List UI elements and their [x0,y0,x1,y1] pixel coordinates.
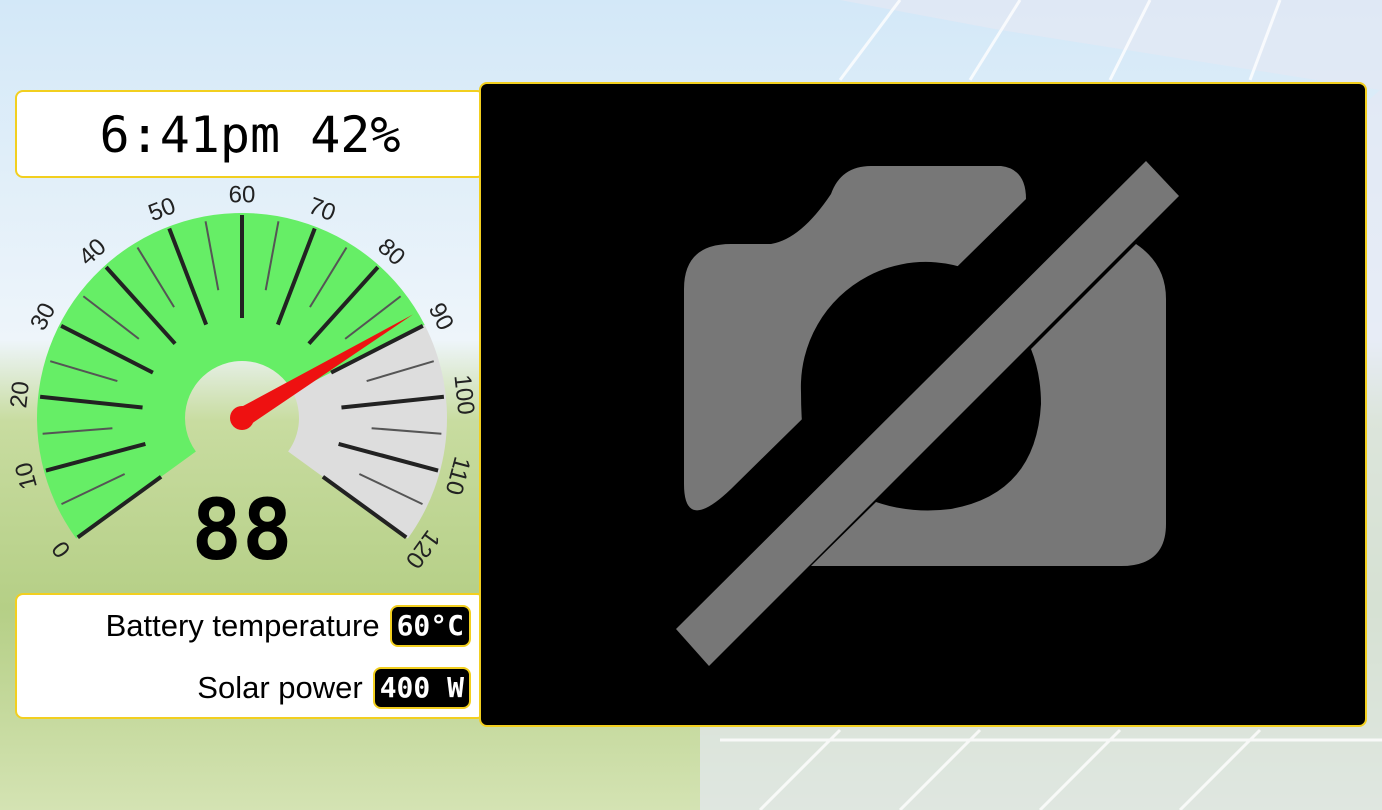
major-tick [321,475,408,539]
status-box: 6:41pm 42% [15,90,485,178]
minor-tick [61,473,126,506]
major-tick [76,475,163,539]
reading-row: Solar power 400 W [197,667,471,709]
major-tick [45,441,146,473]
tick-label: 100 [448,373,479,416]
reading-value: 400 W [372,667,471,709]
minor-tick [371,427,442,435]
camera-off-icon [676,161,1179,666]
major-tick [60,324,154,375]
major-tick [341,394,445,410]
gauge-zone [36,212,425,539]
tick-label: 0 [47,536,77,563]
reading-row: Battery temperature 60°C [106,605,471,647]
needle [241,314,414,424]
tick-label: 90 [423,299,459,335]
minor-tick [344,295,402,340]
major-tick [104,265,177,346]
major-tick [330,324,424,375]
tick-label: 30 [25,299,61,335]
major-tick [307,265,380,346]
minor-tick [49,360,118,383]
camera-feed [479,82,1367,727]
major-tick [39,394,143,410]
gauge-zone [288,324,447,539]
minor-tick [204,221,220,291]
reading-value: 60°C [389,605,471,647]
minor-tick [136,246,175,308]
minor-tick [309,246,348,308]
minor-tick [358,473,423,506]
minor-tick [42,427,113,435]
tick-label: 10 [10,459,43,492]
tick-label: 70 [305,192,340,227]
tick-label: 110 [440,454,476,498]
tick-label: 60 [229,181,256,208]
gauge-value: 88 [191,481,292,579]
tick-label: 20 [5,380,35,409]
minor-tick [82,295,140,340]
reading-label: Solar power [197,670,363,705]
needle-hub [230,406,254,430]
major-tick [167,227,209,326]
reading-label: Battery temperature [105,608,380,643]
minor-tick [366,360,435,383]
major-tick [338,441,439,473]
tick-label: 50 [145,192,180,227]
minor-tick [264,221,280,291]
status-text: 6:41pm 42% [99,106,401,164]
major-tick [275,227,317,326]
readings-box: Battery temperature 60°C Solar power 400 W [15,593,485,719]
